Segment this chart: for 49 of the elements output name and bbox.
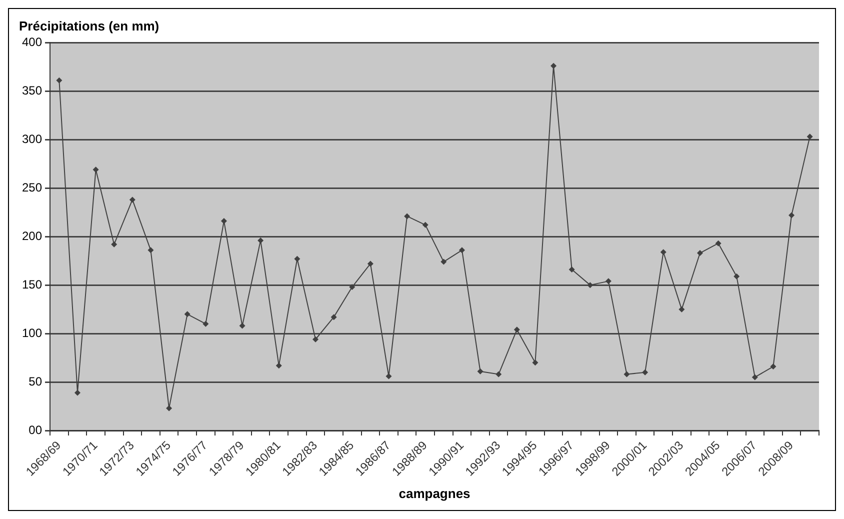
point — [568, 266, 575, 273]
x-axis-title: campagnes — [398, 486, 470, 501]
point — [422, 222, 428, 228]
point — [514, 326, 520, 333]
point — [367, 260, 374, 267]
point — [696, 250, 703, 256]
point — [496, 371, 502, 378]
point — [294, 256, 300, 262]
point — [734, 273, 740, 280]
point — [202, 320, 209, 327]
y-tick-label: 350 — [22, 83, 42, 98]
point — [532, 360, 538, 366]
point — [349, 284, 356, 290]
point — [605, 278, 612, 284]
y-tick-label: 50 — [28, 374, 42, 388]
point — [129, 196, 136, 203]
point — [788, 212, 795, 218]
point — [92, 166, 99, 173]
point — [312, 336, 318, 342]
point — [74, 390, 80, 396]
y-tick-label: 150 — [22, 277, 42, 292]
point — [477, 368, 484, 374]
y-tick-label: 300 — [22, 132, 42, 146]
point — [440, 258, 447, 265]
point — [752, 374, 758, 380]
point — [678, 306, 685, 312]
point — [624, 371, 630, 378]
y-tick-label: 100 — [22, 326, 42, 340]
point — [715, 240, 722, 246]
y-axis-title: Précipitations (en mm) — [19, 18, 160, 34]
point — [111, 241, 118, 248]
point — [258, 237, 264, 244]
point — [148, 247, 154, 254]
point — [166, 405, 172, 412]
point — [642, 369, 648, 376]
point — [660, 249, 666, 256]
point — [330, 314, 337, 320]
point — [56, 77, 62, 84]
point — [550, 62, 557, 69]
y-tick-label: 400 — [22, 34, 42, 49]
point — [184, 311, 190, 318]
point — [404, 213, 410, 220]
point — [458, 247, 465, 254]
y-tick-label: 00 — [28, 422, 42, 437]
point — [239, 322, 246, 329]
y-tick-label: 250 — [22, 180, 42, 194]
point — [770, 364, 776, 370]
point — [276, 362, 282, 369]
y-tick-label: 200 — [22, 228, 42, 243]
